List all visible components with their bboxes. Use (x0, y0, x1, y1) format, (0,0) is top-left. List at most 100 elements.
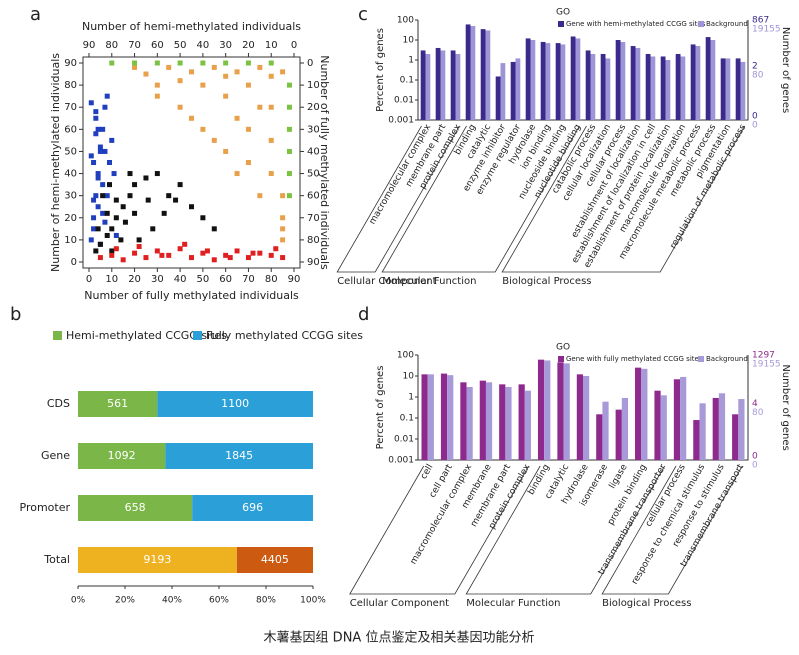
point (109, 60, 115, 66)
y2-tick-label: 70 (307, 213, 320, 224)
point (182, 241, 188, 247)
point (109, 137, 115, 143)
point (268, 104, 274, 110)
point (177, 104, 183, 110)
bar (735, 58, 741, 120)
y2-tick-label: 80 (307, 235, 320, 246)
point (286, 148, 292, 154)
point (104, 232, 110, 238)
bar (680, 56, 686, 120)
bar (518, 384, 525, 460)
point (234, 115, 240, 121)
bar (485, 382, 493, 460)
legend-label: Fully methylated CCGG sites (206, 329, 363, 342)
point (223, 60, 229, 66)
y-tick-label: 30 (64, 191, 77, 202)
bar (440, 373, 448, 460)
point (145, 197, 151, 203)
bar-segment (78, 495, 193, 521)
y2-tick-label: 19155 (752, 360, 781, 370)
legend-swatch (558, 356, 564, 362)
point (189, 255, 194, 261)
bar (545, 43, 551, 120)
bar (705, 37, 711, 120)
value-label: 696 (242, 501, 263, 514)
point (286, 126, 292, 132)
y-tick-label: 10 (403, 372, 415, 382)
y2-tick-label: 80 (752, 71, 764, 81)
axes (417, 20, 749, 121)
y-tick-label: 0.01 (394, 96, 414, 106)
point (154, 60, 160, 66)
bar (505, 386, 512, 460)
bar (712, 397, 719, 460)
point (245, 60, 251, 66)
bar (480, 29, 486, 121)
bar (563, 363, 570, 460)
bar (525, 38, 531, 120)
bar (680, 376, 687, 460)
point (177, 78, 183, 84)
bar (557, 362, 564, 460)
y2-tick-label: 0 (752, 461, 758, 471)
point (257, 64, 263, 70)
point (143, 255, 149, 261)
category-label: Promoter (20, 501, 71, 514)
y-tick-label: 10 (64, 235, 77, 246)
x-tick-label: 50 (197, 274, 210, 285)
point (189, 115, 194, 121)
point (107, 160, 112, 165)
y2-axis-label: Number of genes (780, 27, 791, 113)
y-tick-label: 0.1 (400, 76, 414, 86)
x-tick-label: 100% (300, 596, 326, 606)
bar (555, 43, 561, 120)
y2-tick-label: 0 (752, 452, 758, 462)
bar (499, 384, 506, 460)
bar (576, 374, 583, 460)
x-tick-label: 80% (256, 596, 276, 606)
bar (673, 379, 681, 460)
bar (615, 40, 621, 120)
bar (620, 41, 626, 120)
category-label: Gene (41, 449, 70, 462)
y-tick-label: 100 (397, 351, 414, 361)
group-label: Molecular Function (466, 598, 560, 609)
point (118, 237, 124, 243)
point (268, 252, 274, 258)
point (95, 204, 101, 210)
bar (621, 397, 629, 460)
value-label: 4405 (261, 553, 289, 566)
point (91, 215, 97, 221)
bar (718, 393, 726, 460)
x2-tick-label: 0 (291, 40, 297, 51)
y-tick-label: 0.001 (388, 116, 414, 126)
point (93, 109, 99, 115)
point (113, 232, 119, 238)
x-tick-label: 10 (105, 274, 118, 285)
bar (630, 46, 636, 120)
y-tick-label: 10 (403, 36, 415, 46)
bar (602, 401, 609, 460)
point (154, 93, 160, 99)
caption: 木薯基因组 DNA 位点鉴定及相关基因功能分析 (264, 631, 535, 646)
point (91, 160, 97, 165)
point (257, 193, 263, 199)
y2-tick-label: 30 (307, 124, 320, 135)
x-tick-label: 40 (174, 274, 187, 285)
bar (635, 367, 642, 460)
bar (645, 53, 651, 120)
bar (654, 390, 661, 460)
bar-segment (78, 547, 237, 573)
point (113, 197, 119, 203)
point (268, 60, 274, 66)
value-label: 1100 (221, 397, 249, 410)
point (200, 82, 206, 88)
point (113, 215, 119, 221)
point (223, 252, 229, 258)
point (211, 137, 217, 143)
category-label: CDS (47, 397, 70, 410)
x2-tick-label: 40 (197, 40, 210, 51)
bar (605, 58, 611, 120)
point (102, 104, 108, 110)
